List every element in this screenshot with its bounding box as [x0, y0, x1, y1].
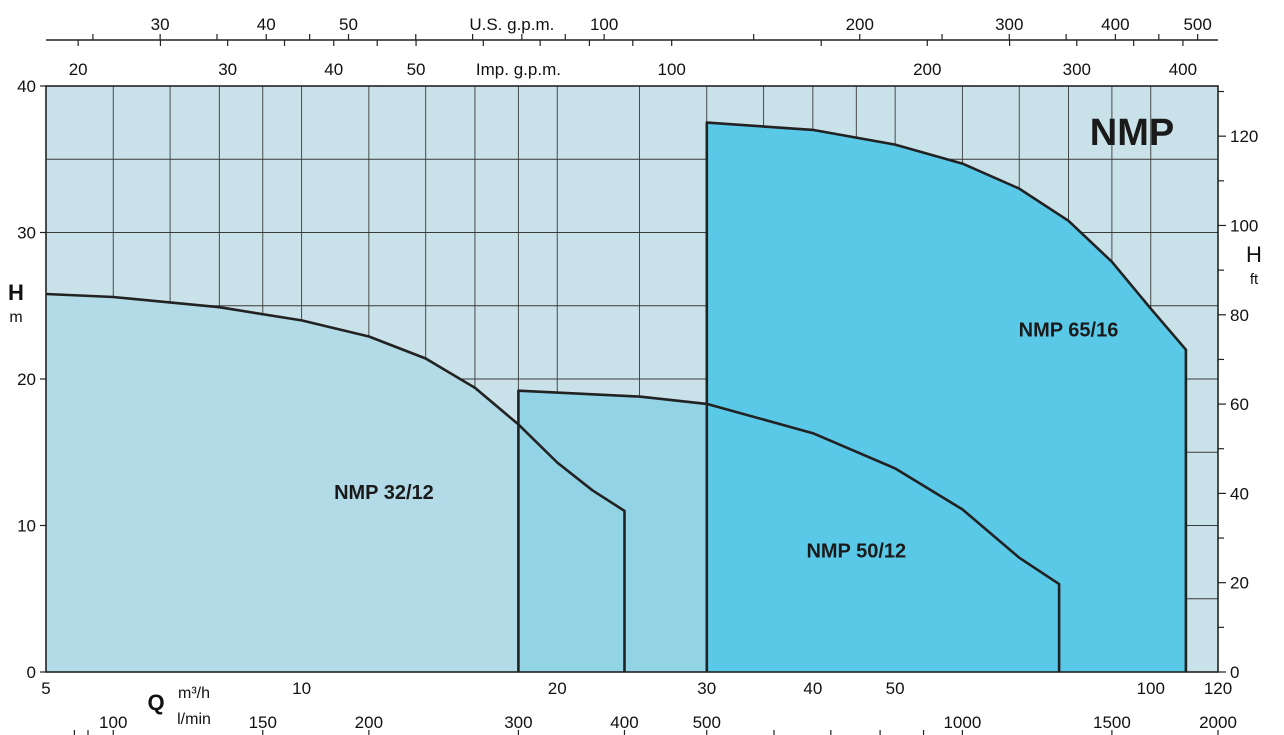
- y-right-tick-label: 60: [1230, 395, 1249, 414]
- x-usgpm-tick-label: 200: [846, 15, 874, 34]
- series-label-1: NMP 32/12: [334, 482, 434, 504]
- y-right-tick-label: 0: [1230, 663, 1239, 682]
- x-lmin-tick-label: 500: [693, 713, 721, 732]
- x-m3h-tick-label: 20: [548, 679, 567, 698]
- x-m3h-tick-label: 5: [41, 679, 50, 698]
- series-curves: [45, 121, 1188, 672]
- x-impgpm-tick-label: 30: [218, 60, 237, 79]
- x-m3h-tick-label: 120: [1204, 679, 1232, 698]
- x-impgpm-tick-label: 200: [913, 60, 941, 79]
- x-lmin-tick-label: 400: [610, 713, 638, 732]
- x-m3h-tick-label: 10: [292, 679, 311, 698]
- x-lmin-tick-label: 1000: [943, 713, 981, 732]
- x-lmin-tick-label: 200: [355, 713, 383, 732]
- series-area-3: [706, 122, 1186, 673]
- x-unit-lmin: l/min: [177, 711, 211, 728]
- y-right-symbol: H: [1246, 242, 1262, 267]
- x-usgpm-tick-label: 30: [151, 15, 170, 34]
- x-unit-m3h: m³/h: [178, 685, 210, 702]
- series-area-1: [46, 294, 625, 672]
- x-impgpm-tick-label: 300: [1063, 60, 1091, 79]
- x-usgpm-tick-label: 100: [590, 15, 618, 34]
- y-left-tick-label: 40: [17, 77, 36, 96]
- y-left-tick-label: 10: [17, 517, 36, 536]
- series-label-3: NMP 65/16: [1019, 320, 1119, 342]
- x-impgpm-tick-label: 50: [407, 60, 426, 79]
- series-areas: [46, 122, 1186, 673]
- x-impgpm-tick-label: 400: [1169, 60, 1197, 79]
- x-impgpm-name: Imp. g.p.m.: [476, 60, 561, 79]
- x-usgpm-tick-label: 50: [339, 15, 358, 34]
- series-label-2: NMP 50/12: [806, 541, 906, 563]
- x-lmin-tick-label: 150: [249, 713, 277, 732]
- x-symbol: Q: [147, 690, 164, 715]
- y-left-tick-label: 20: [17, 370, 36, 389]
- y-right-tick-label: 120: [1230, 127, 1258, 146]
- series-labels: NMP 32/12 NMP 50/12 NMP 65/16: [334, 320, 1118, 563]
- y-right-tick-label: 80: [1230, 306, 1249, 325]
- x-impgpm-tick-label: 40: [324, 60, 343, 79]
- x-lmin-tick-label: 1500: [1093, 713, 1131, 732]
- y-left-symbol: H: [8, 280, 24, 305]
- x-usgpm-tick-label: 300: [995, 15, 1023, 34]
- y-right-tick-label: 40: [1230, 484, 1249, 503]
- series-curve-1: [45, 292, 626, 672]
- x-usgpm-name: U.S. g.p.m.: [469, 15, 554, 34]
- y-right-tick-label: 100: [1230, 216, 1258, 235]
- x-lmin-tick-label: 300: [504, 713, 532, 732]
- chart-title: NMP: [1090, 112, 1174, 154]
- x-m3h-tick-label: 40: [803, 679, 822, 698]
- y-left-tick-label: 30: [17, 224, 36, 243]
- x-usgpm-tick-label: 400: [1101, 15, 1129, 34]
- series-curve-2: [517, 389, 1061, 672]
- series-curve-3: [705, 121, 1188, 672]
- y-left-unit: m: [9, 309, 22, 326]
- x-m3h-tick-label: 100: [1137, 679, 1165, 698]
- x-usgpm-tick-label: 500: [1183, 15, 1211, 34]
- x-impgpm-tick-label: 100: [657, 60, 685, 79]
- y-right-unit: ft: [1250, 271, 1259, 288]
- x-lmin-tick-label: 2000: [1199, 713, 1237, 732]
- x-m3h-tick-label: 30: [697, 679, 716, 698]
- axes: 0 10 20 30 40 Hm 0 20 40 60 80 100 120 Hft 5 10 20 30 40 50…: [8, 15, 1262, 735]
- y-right-tick-label: 20: [1230, 574, 1249, 593]
- x-lmin-tick-label: 100: [99, 713, 127, 732]
- x-usgpm-tick-label: 40: [257, 15, 276, 34]
- y-left-tick-label: 0: [27, 663, 36, 682]
- x-m3h-tick-label: 50: [886, 679, 905, 698]
- x-impgpm-tick-label: 20: [69, 60, 88, 79]
